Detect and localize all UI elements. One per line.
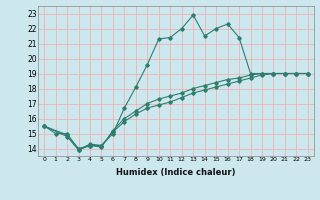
X-axis label: Humidex (Indice chaleur): Humidex (Indice chaleur)	[116, 168, 236, 177]
